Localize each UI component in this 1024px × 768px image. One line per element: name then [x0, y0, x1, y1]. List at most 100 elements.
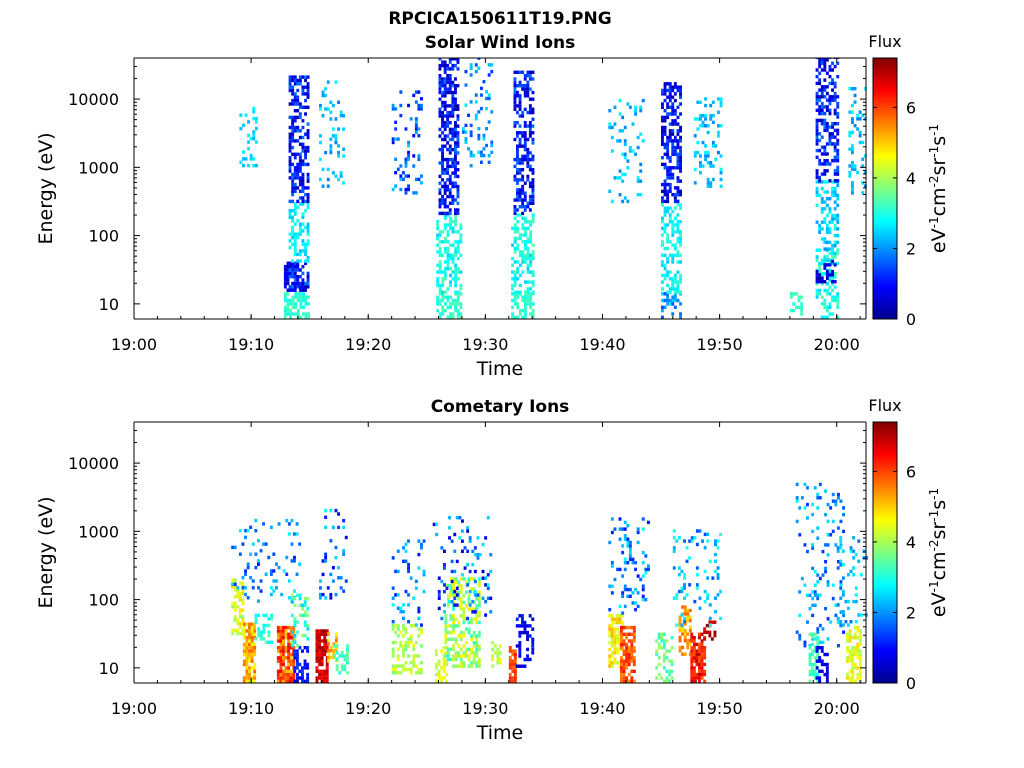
heatmap-cell — [623, 584, 627, 588]
heatmap-cell — [676, 85, 680, 89]
heatmap-cell — [245, 639, 249, 643]
heatmap-cell — [287, 669, 291, 673]
heatmap-cell — [306, 145, 310, 150]
heatmap-cell — [695, 573, 699, 577]
heatmap-cell — [484, 613, 488, 617]
heatmap-cell — [719, 616, 722, 621]
heatmap-cell — [815, 175, 819, 180]
heatmap-cell — [462, 664, 466, 668]
heatmap-cell — [320, 659, 324, 663]
heatmap-cell — [290, 596, 294, 601]
heatmap-cell — [283, 271, 287, 276]
heatmap-cell — [231, 601, 235, 606]
unit-base: sr — [928, 158, 950, 176]
heatmap-cell — [848, 632, 852, 636]
heatmap-cell — [451, 84, 455, 88]
heatmap-cell — [803, 583, 807, 587]
heatmap-cell — [298, 142, 302, 146]
colorbar-tick-label: 2 — [906, 239, 916, 258]
heatmap-cell — [233, 601, 237, 606]
heatmap-cell — [833, 280, 837, 284]
heatmap-cell — [250, 629, 254, 633]
heatmap-cell — [831, 186, 834, 191]
heatmap-cell — [695, 583, 699, 587]
heatmap-cell — [335, 651, 339, 655]
heatmap-cell — [516, 277, 520, 281]
heatmap-cell — [287, 579, 291, 583]
heatmap-cell — [708, 630, 712, 634]
heatmap-cell — [700, 676, 704, 680]
heatmap-cell — [449, 312, 452, 316]
heatmap-cell — [315, 669, 319, 673]
heatmap-cell — [238, 611, 242, 616]
heatmap-cell — [666, 236, 670, 241]
heatmap-cell — [438, 127, 442, 132]
heatmap-cell — [437, 669, 441, 673]
heatmap-cell — [836, 169, 840, 173]
heatmap-cell — [449, 657, 453, 662]
heatmap-cell — [610, 630, 614, 635]
heatmap-cell — [438, 90, 442, 95]
heatmap-cell — [454, 141, 457, 145]
heatmap-cell — [402, 634, 405, 638]
heatmap-cell — [437, 676, 441, 680]
heatmap-cell — [412, 154, 416, 158]
heatmap-cell — [524, 295, 527, 299]
heatmap-cell — [250, 676, 254, 680]
heatmap-cell — [521, 70, 525, 74]
heatmap-cell — [456, 230, 460, 234]
heatmap-cell — [248, 625, 251, 630]
heatmap-cell — [467, 597, 471, 601]
heatmap-cell — [655, 676, 659, 680]
heatmap-cell — [666, 112, 670, 116]
heatmap-cell — [446, 178, 450, 182]
heatmap-cell — [298, 176, 302, 180]
heatmap-cell — [820, 95, 824, 99]
heatmap-cell — [837, 526, 840, 530]
heatmap-cell — [407, 150, 410, 155]
heatmap-cell — [296, 285, 300, 289]
heatmap-cell — [326, 184, 330, 188]
heatmap-cell — [663, 132, 667, 136]
heatmap-cell — [464, 140, 468, 144]
heatmap-cell — [448, 157, 452, 162]
heatmap-cell — [683, 605, 687, 609]
heatmap-cell — [407, 569, 410, 574]
heatmap-cell — [663, 246, 667, 251]
heatmap-cell — [818, 132, 822, 136]
heatmap-cell — [440, 679, 444, 683]
heatmap-cell — [703, 630, 707, 634]
heatmap-cell — [339, 114, 343, 118]
heatmap-cell — [331, 103, 335, 108]
heatmap-cell — [490, 143, 494, 148]
heatmap-cell — [454, 280, 458, 284]
heatmap-cell — [816, 652, 820, 657]
heatmap-cell — [666, 290, 670, 294]
heatmap-cell — [293, 666, 297, 670]
heatmap-cell — [477, 580, 481, 584]
heatmap-cell — [700, 649, 704, 653]
heatmap-cell — [820, 152, 824, 156]
heatmap-cell — [673, 149, 677, 153]
heatmap-cell — [304, 302, 308, 306]
heatmap-cell — [795, 496, 799, 500]
heatmap-cell — [294, 305, 298, 309]
heatmap-cell — [306, 679, 310, 683]
unit-base: eV — [928, 228, 950, 253]
heatmap-cell — [861, 113, 865, 118]
heatmap-cell — [399, 644, 403, 648]
heatmap-cell — [293, 75, 297, 79]
heatmap-cell — [252, 163, 256, 168]
heatmap-cell — [402, 177, 405, 182]
heatmap-cell — [698, 632, 701, 636]
heatmap-cell — [861, 164, 865, 168]
heatmap-cell — [448, 58, 452, 61]
heatmap-cell — [854, 599, 858, 604]
heatmap-cell — [516, 198, 519, 202]
heatmap-cell — [616, 651, 619, 655]
heatmap-cell — [703, 589, 707, 594]
heatmap-cell — [833, 111, 837, 116]
heatmap-cell — [679, 260, 682, 264]
heatmap-cell — [282, 659, 285, 663]
heatmap-cell — [826, 637, 830, 641]
